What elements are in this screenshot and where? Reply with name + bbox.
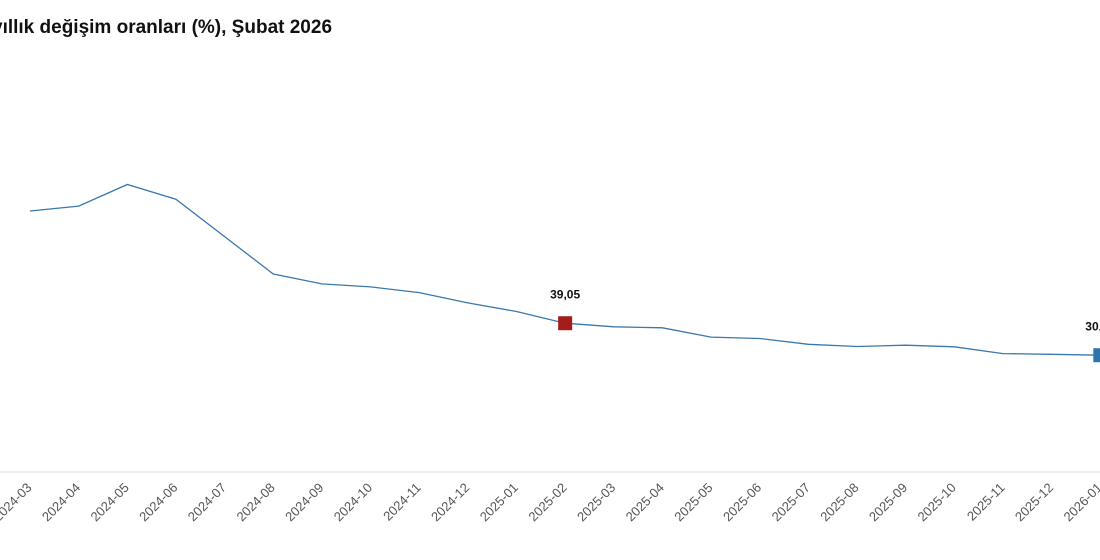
value-label: 39,05 <box>550 287 580 301</box>
x-tick-label: 2025-05 <box>671 480 715 524</box>
value-label: 30,65 <box>1085 319 1100 333</box>
x-tick-label: 2025-11 <box>964 480 1008 524</box>
x-tick-label: 2025-09 <box>866 480 910 524</box>
x-tick-label: 2025-01 <box>477 480 521 524</box>
highlight-marker <box>1093 348 1100 363</box>
x-tick-label: 2025-08 <box>817 480 861 524</box>
x-tick-label: 2024-11 <box>380 480 424 524</box>
x-tick-label: 2025-04 <box>623 480 667 524</box>
x-tick-label: 2024-06 <box>136 480 180 524</box>
x-tick-label: 2024-05 <box>88 480 132 524</box>
highlight-marker <box>558 316 573 331</box>
x-tick-label: 2024-12 <box>428 480 472 524</box>
x-tick-label: 2025-10 <box>915 480 959 524</box>
chart-title: yıllık değişim oranları (%), Şubat 2026 <box>0 17 332 38</box>
x-tick-label: 2025-02 <box>525 480 569 524</box>
x-tick-label: 2024-10 <box>331 480 375 524</box>
x-tick-label: 2025-03 <box>574 480 618 524</box>
x-tick-label: 2025-06 <box>720 480 764 524</box>
x-tick-label: 2025-07 <box>769 480 813 524</box>
x-tick-label: 2024-04 <box>39 480 83 524</box>
x-tick-label: 2024-03 <box>0 480 35 524</box>
x-tick-label: 2024-08 <box>233 480 277 524</box>
x-tick-label: 2024-09 <box>282 480 326 524</box>
x-tick-label: 2024-07 <box>185 480 229 524</box>
x-tick-label: 2026-01 <box>1061 480 1100 524</box>
x-tick-label: 2025-12 <box>1012 480 1056 524</box>
